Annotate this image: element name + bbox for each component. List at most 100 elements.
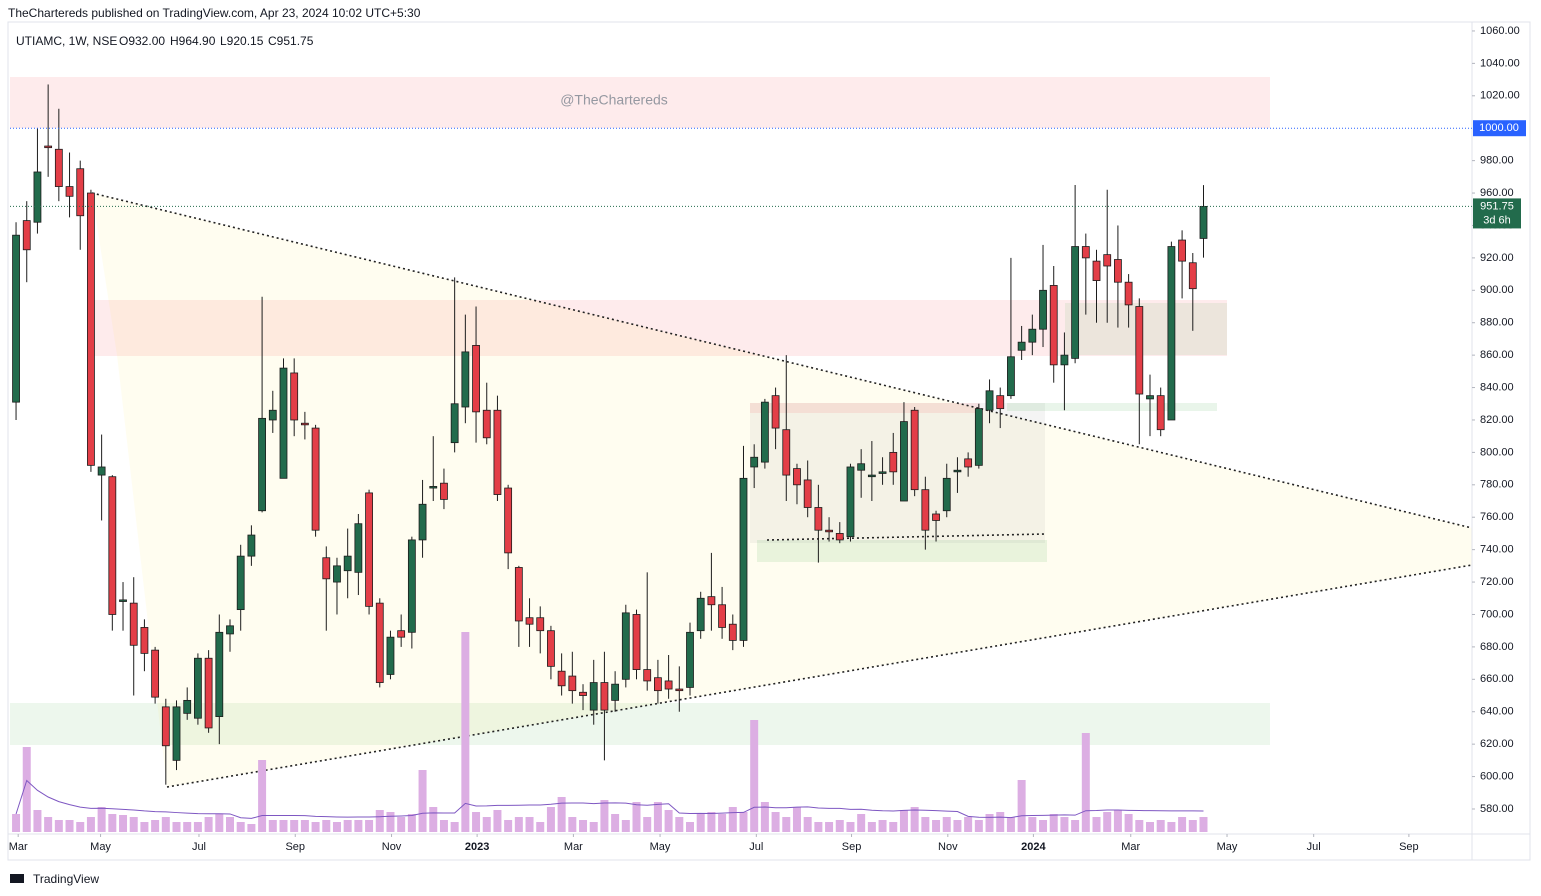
candle-body (728, 623, 737, 641)
volume-bar (1049, 814, 1058, 832)
volume-bar (97, 807, 106, 832)
volume-bar (1017, 780, 1026, 832)
x-tick-label: Sep (1399, 841, 1419, 853)
candle-body (867, 474, 876, 478)
volume-bar (1146, 822, 1154, 832)
candle-body (33, 171, 42, 223)
volume-bar (365, 820, 374, 832)
volume-bar (172, 822, 181, 832)
x-tick-label: Jul (749, 841, 763, 853)
volume-bar (632, 802, 641, 832)
volume-bar (803, 817, 812, 832)
volume-bar (247, 824, 256, 832)
candle-body (1188, 262, 1197, 290)
volume-bar (1071, 820, 1080, 832)
supply-zone (92, 300, 1227, 356)
candle-body (311, 427, 320, 531)
volume-bar (1188, 820, 1197, 832)
candle-body (793, 468, 801, 486)
volume-bar (65, 820, 74, 832)
volume-bar (718, 814, 727, 832)
volume-bar (332, 822, 341, 832)
y-tick-label: 880.00 (1480, 317, 1514, 329)
volume-bar (867, 822, 876, 832)
volume-bar (953, 820, 962, 832)
last-price-badge (1473, 198, 1521, 229)
candle-body (429, 486, 438, 489)
candle-body (846, 466, 855, 538)
volume-bar (354, 820, 363, 832)
volume-bar (44, 817, 53, 832)
volume-bar (664, 810, 673, 832)
candle-body (857, 463, 866, 471)
volume-bar (1167, 822, 1176, 832)
candle-body (461, 351, 470, 408)
volume-bar (514, 817, 523, 832)
y-tick-label: 760.00 (1480, 511, 1514, 523)
volume-bar (1039, 820, 1048, 832)
volume-bar (525, 817, 534, 832)
volume-bar (161, 817, 170, 832)
candle-body (739, 477, 748, 641)
countdown: 3d 6h (1483, 214, 1511, 226)
candle-body (953, 469, 962, 473)
volume-bar (129, 817, 138, 832)
y-tick-label: 1060.00 (1480, 25, 1520, 37)
candle-body (183, 699, 192, 714)
volume-bar (140, 822, 149, 832)
volume-bar (846, 822, 855, 832)
candle-body (76, 168, 85, 217)
candle-body (493, 409, 502, 495)
volume-bar (1060, 817, 1069, 832)
candle-body (942, 477, 951, 512)
candle-body (343, 555, 352, 572)
candle-body (921, 489, 930, 531)
candle-body (504, 487, 513, 554)
last-price-label: 951.75 (1480, 200, 1514, 212)
candle-body (825, 529, 833, 533)
volume-bar (86, 817, 95, 832)
volume-bar (76, 822, 85, 832)
candle-body (215, 631, 224, 717)
y-tick-label: 600.00 (1480, 770, 1514, 782)
volume-bar (814, 822, 823, 832)
candle-body (300, 422, 309, 426)
footer-bar (0, 866, 1541, 896)
volume-bar (33, 810, 42, 832)
trendline (166, 564, 1473, 788)
volume-bar (707, 812, 716, 832)
candle-body (44, 145, 53, 149)
volume-bar (482, 817, 491, 832)
candle-body (589, 682, 598, 711)
candle-body (964, 458, 973, 468)
volume-bar (600, 800, 609, 832)
y-tick-label: 660.00 (1480, 673, 1514, 685)
candle-body (974, 408, 983, 466)
x-tick-label: Nov (382, 841, 402, 853)
candle-body (1156, 395, 1165, 431)
candle-body (354, 523, 363, 573)
volume-bar (910, 807, 919, 832)
volume-bar (932, 820, 941, 832)
candle-body (814, 507, 823, 531)
candle-body (910, 409, 919, 491)
high-label: H964.90 (170, 34, 216, 48)
volume-bar (472, 812, 481, 832)
x-tick-label: Mar (564, 841, 583, 853)
volume-bar (536, 822, 545, 832)
candle-body (611, 683, 620, 701)
y-tick-label: 840.00 (1480, 381, 1514, 393)
range-bottom (757, 540, 1047, 562)
volume-bar (643, 817, 652, 832)
candle-body (65, 186, 74, 197)
candle-body (1060, 354, 1069, 366)
symbol: UTIAMC, 1W, NSE (16, 34, 117, 48)
volume-bar (985, 814, 994, 832)
candle-body (290, 372, 299, 421)
demand-zone (1007, 403, 1217, 411)
candle-body (675, 688, 684, 692)
volume-bar (621, 820, 630, 832)
volume-bar (686, 822, 694, 832)
volume-bar (386, 812, 395, 832)
volume-bar (493, 810, 502, 832)
